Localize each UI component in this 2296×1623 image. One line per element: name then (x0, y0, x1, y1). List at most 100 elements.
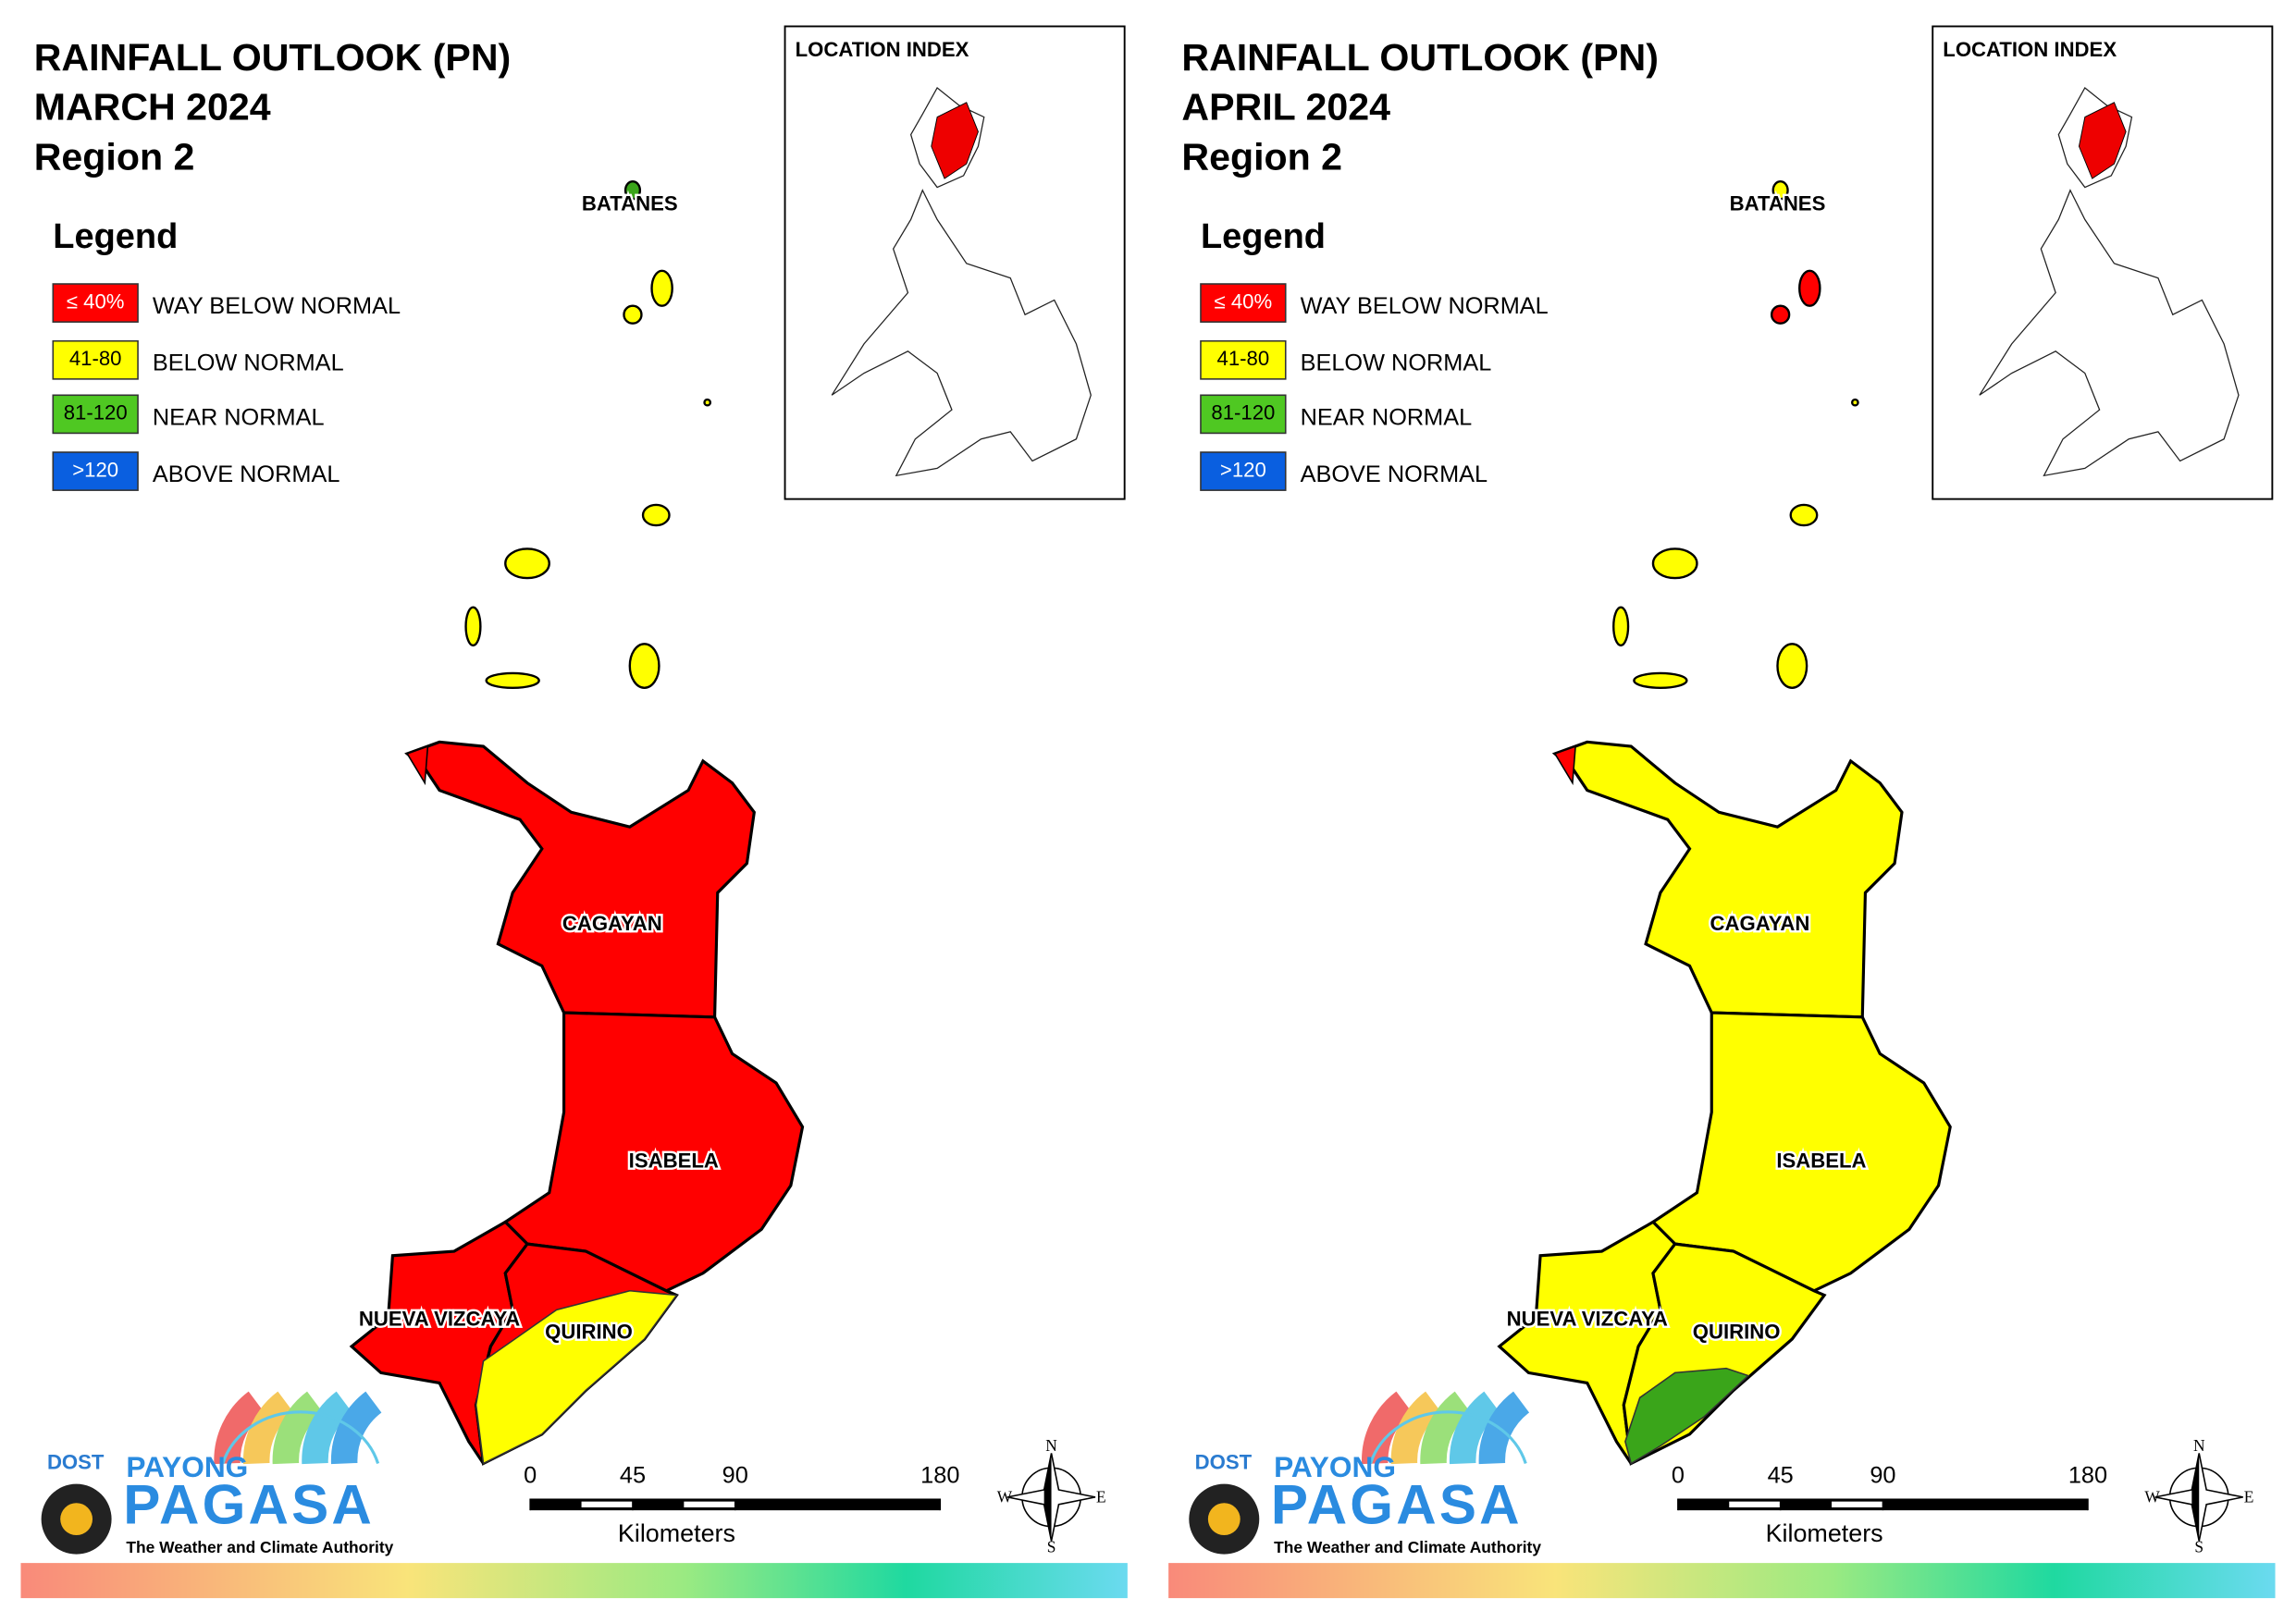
scale-segment (684, 1501, 735, 1507)
compass-letter: W (2144, 1487, 2160, 1506)
map-title: APRIL 2024 (1181, 86, 1390, 129)
color-band (1168, 1563, 2276, 1599)
logo-name: PAGASA (123, 1473, 375, 1535)
logo-seal (60, 1503, 93, 1536)
logo-seal (1207, 1503, 1241, 1536)
legend-range: 41-80 (1217, 347, 1270, 370)
island (1770, 304, 1791, 325)
legend-swatch (1200, 394, 1287, 435)
outlook-panel: RAINFALL OUTLOOK (PN) APRIL 2024 Region 2 L… (1168, 25, 2276, 1599)
scale-label: 180 (2068, 1462, 2107, 1488)
legend-swatch (1200, 339, 1287, 380)
region-highlight (2078, 102, 2127, 179)
island (1776, 643, 1808, 689)
island (641, 503, 671, 527)
compass-letter: E (1096, 1487, 1106, 1506)
province-label: CAGAYAN (562, 912, 662, 935)
compass-letter: N (2193, 1436, 2205, 1455)
legend-swatch (52, 394, 139, 435)
island (485, 671, 540, 689)
legend-range: ≤ 40% (67, 289, 125, 313)
logo-umbrella (1420, 1391, 1472, 1465)
scale-unit: Kilometers (1766, 1519, 1883, 1547)
legend-range: >120 (1220, 458, 1266, 481)
compass-letter: S (2194, 1537, 2203, 1555)
logo-name-top: PAYONG (126, 1450, 248, 1483)
compass-letter: W (997, 1487, 1013, 1506)
province-label: BATANES (582, 191, 678, 215)
logo-umbrella (1369, 1410, 1527, 1464)
logo-tagline: The Weather and Climate Authority (1274, 1538, 1541, 1556)
logo-umbrella (243, 1391, 294, 1465)
legend-title: Legend (53, 217, 178, 256)
compass-star (1043, 1453, 1052, 1542)
province (404, 740, 756, 1019)
island (1612, 606, 1630, 647)
map-title: RAINFALL OUTLOOK (PN) (34, 36, 512, 79)
island (1798, 269, 1821, 307)
legend-description: ABOVE NORMAL (153, 461, 340, 487)
logo-umbrella (272, 1391, 324, 1465)
legend-title: Legend (1201, 217, 1326, 256)
island (1651, 547, 1698, 580)
map-title: MARCH 2024 (34, 86, 271, 129)
location-index-title: LOCATION INDEX (1943, 38, 2117, 61)
legend-description: BELOW NORMAL (1301, 350, 1492, 376)
province-label: ISABELA (1776, 1149, 1866, 1172)
island (650, 269, 673, 307)
legend-range: 41-80 (69, 347, 122, 370)
outlook-zone (406, 744, 429, 786)
province-label: BATANES (1730, 191, 1826, 215)
logo-umbrella (1390, 1391, 1442, 1465)
island (623, 180, 642, 201)
province (502, 1011, 805, 1293)
compass-letter: S (1047, 1537, 1056, 1555)
map-title: Region 2 (34, 135, 195, 178)
province-label: NUEVA VIZCAYA (359, 1307, 520, 1330)
legend-description: WAY BELOW NORMAL (153, 293, 401, 319)
legend-swatch (1200, 283, 1287, 323)
compass-star (2191, 1453, 2200, 1542)
province-label: CAGAYAN (1710, 912, 1810, 935)
philippines-outline (1979, 86, 2240, 477)
legend-description: ABOVE NORMAL (1301, 461, 1488, 487)
province-label: QUIRINO (1693, 1321, 1781, 1344)
legend-description: NEAR NORMAL (1301, 404, 1473, 430)
location-index-title: LOCATION INDEX (796, 38, 969, 61)
legend-range: ≤ 40% (1215, 289, 1273, 313)
scale-label: 180 (920, 1462, 959, 1488)
outlook-zone (1553, 744, 1576, 786)
island (1771, 180, 1789, 201)
logo-umbrella (302, 1391, 353, 1465)
legend-description: WAY BELOW NORMAL (1301, 293, 1549, 319)
legend-swatch (1200, 451, 1287, 491)
island (464, 606, 482, 647)
scale-segment (1729, 1501, 1781, 1507)
island (1850, 398, 1859, 407)
logo-umbrella (1449, 1391, 1500, 1465)
legend-swatch (52, 283, 139, 323)
outlook-panel: RAINFALL OUTLOOK (PN) MARCH 2024 Region 2 L… (20, 25, 1128, 1599)
legend-description: BELOW NORMAL (153, 350, 344, 376)
legend-description: NEAR NORMAL (153, 404, 325, 430)
island (703, 398, 712, 407)
island (628, 643, 660, 689)
scale-label: 45 (620, 1462, 646, 1488)
legend-range: 81-120 (64, 401, 128, 424)
province (1551, 740, 1904, 1019)
outlook-zone (1624, 1367, 1750, 1465)
scale-segment (581, 1501, 633, 1507)
logo-umbrella (221, 1410, 380, 1464)
scale-label: 0 (1672, 1462, 1685, 1488)
legend-swatch (52, 451, 139, 491)
province-label: ISABELA (629, 1149, 719, 1172)
scale-label: 90 (722, 1462, 748, 1488)
compass-letter: N (1045, 1436, 1057, 1455)
logo-agency: DOST (1195, 1450, 1253, 1473)
logo-name-top: PAYONG (1274, 1450, 1396, 1483)
province-label: NUEVA VIZCAYA (1507, 1307, 1668, 1330)
scale-segment (1832, 1501, 1883, 1507)
compass-letter: E (2244, 1487, 2254, 1506)
logo-tagline: The Weather and Climate Authority (126, 1538, 393, 1556)
